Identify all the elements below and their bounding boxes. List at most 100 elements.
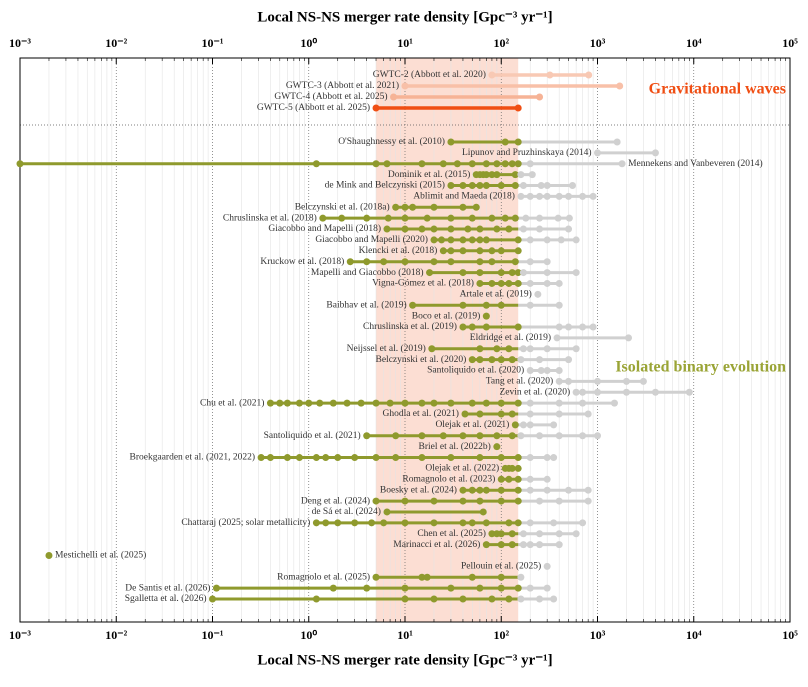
row-label: GWTC-2 (Abbott et al. 2020) [373, 69, 486, 80]
model-point [526, 399, 534, 407]
row-label: Mennekens and Vanbeveren (2014) [628, 158, 763, 169]
model-point [401, 584, 409, 592]
model-point [497, 454, 505, 462]
model-point [536, 541, 544, 549]
model-point [511, 258, 519, 266]
model-point [476, 258, 484, 266]
model-point [536, 225, 544, 233]
model-point [519, 269, 527, 277]
row-label: Belczynski et al. (2018a) [295, 201, 390, 212]
model-point [526, 345, 534, 353]
model-point [514, 269, 522, 277]
model-point [618, 160, 626, 168]
model-point [528, 171, 536, 179]
model-point [543, 192, 551, 200]
row-label: Giacobbo and Mapelli (2018) [268, 223, 381, 234]
model-point [514, 454, 522, 462]
model-point [372, 454, 380, 462]
row-label: Kruckow et al. (2018) [260, 256, 344, 267]
model-point [555, 399, 563, 407]
model-point [346, 258, 354, 266]
model-point [476, 454, 484, 462]
model-point [505, 279, 513, 287]
model-point [514, 519, 522, 527]
model-point [476, 279, 484, 287]
row-label: de Sá et al. (2024) [312, 506, 381, 517]
model-point [493, 171, 501, 179]
model-point [508, 432, 516, 440]
model-point [447, 584, 455, 592]
model-point [514, 279, 522, 287]
row-label: Zevin et al. (2020) [499, 386, 570, 397]
model-point [572, 236, 580, 244]
model-point [401, 214, 409, 222]
model-point [526, 519, 534, 527]
x-axis-label-bottom: Local NS-NS merger rate density [Gpc⁻³ y… [257, 652, 552, 668]
gw-point [616, 82, 624, 90]
model-point [295, 399, 303, 407]
model-point [572, 269, 580, 277]
model-point [508, 530, 516, 538]
row-label: GWTC-3 (Abbott et al. 2021) [286, 80, 399, 91]
model-point [209, 595, 216, 603]
model-point [401, 595, 409, 603]
model-point [514, 160, 522, 168]
gw-point [488, 71, 496, 79]
model-point [482, 486, 490, 494]
model-point [497, 584, 505, 592]
model-point [447, 258, 455, 266]
x-tick-label: 10⁴ [686, 36, 702, 50]
model-point [508, 160, 516, 168]
model-point [517, 432, 525, 440]
x-tick-label: 10⁻² [105, 628, 127, 642]
model-point [555, 192, 563, 200]
model-point [447, 138, 455, 146]
row-label: Pellouin et al. (2025) [461, 561, 541, 572]
model-point [543, 258, 551, 266]
row-label: Briel et al. (2022b) [419, 441, 491, 452]
model-point [555, 301, 563, 309]
model-point [505, 519, 513, 527]
model-point [482, 160, 490, 168]
model-point [357, 399, 365, 407]
model-point [550, 421, 558, 429]
model-point [508, 410, 516, 418]
model-point [497, 247, 505, 255]
model-point [543, 562, 551, 570]
x-axis-label-top: Local NS-NS merger rate density [Gpc⁻³ y… [257, 9, 552, 25]
row-label: Dominik et al. (2015) [388, 169, 470, 180]
model-point [550, 454, 558, 462]
model-point [543, 182, 551, 190]
model-point [476, 269, 484, 277]
gw-point [372, 104, 380, 112]
model-point [459, 323, 467, 331]
model-point [319, 214, 327, 222]
model-point [459, 432, 467, 440]
model-point [572, 530, 580, 538]
row-label: Broekgaarden et al. (2021, 2022) [130, 452, 256, 463]
model-point [511, 421, 519, 429]
model-point [312, 519, 320, 527]
model-point [488, 171, 496, 179]
model-point [526, 367, 534, 374]
model-point [16, 160, 24, 168]
row-label: Baibhav et al. (2019) [326, 299, 406, 310]
model-point [543, 454, 551, 462]
model-point [351, 519, 359, 527]
model-point [312, 160, 320, 168]
x-tick-label: 10⁻³ [9, 628, 31, 642]
model-point [418, 432, 426, 440]
model-point [380, 519, 388, 527]
model-point [536, 214, 544, 222]
model-point [459, 497, 467, 505]
model-point [430, 236, 438, 244]
model-point [526, 192, 534, 200]
model-point [430, 595, 438, 603]
gw-point [536, 93, 544, 101]
model-point [493, 160, 501, 168]
model-point [543, 279, 551, 287]
model-point [579, 399, 587, 407]
row-label: Belczynski et al. (2020) [376, 354, 467, 365]
model-point [584, 410, 592, 418]
model-point [461, 410, 469, 418]
